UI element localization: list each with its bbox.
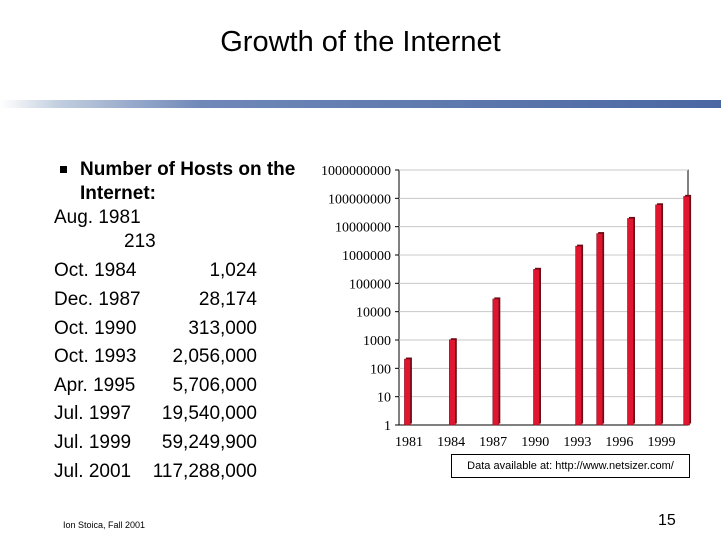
hosts-log-bar-chart: 1 10 100 1000 10000 100000 1000000 10000000 1000… [321, 164, 692, 450]
host-row-value: 1,024 [209, 260, 257, 281]
host-row-date: Jul. 1999 [54, 432, 132, 453]
host-row-date: Jul. 2001 [54, 461, 132, 482]
x-tick-label: 1990 [521, 435, 549, 450]
bar [492, 298, 500, 426]
host-row-date: Oct. 1984 [54, 260, 137, 281]
bar [683, 196, 690, 426]
host-row-date: Apr. 1995 [54, 375, 136, 396]
host-row-date: Aug. 1981 [54, 207, 141, 228]
host-row-value: 59,249,900 [161, 432, 257, 453]
bar [404, 358, 411, 426]
y-tick-label: 1000 [363, 334, 391, 349]
bar [596, 233, 603, 426]
host-row-date: Dec. 1987 [54, 289, 141, 310]
title-divider [0, 100, 721, 108]
bar [449, 339, 456, 426]
source-note: Data available at: http://www.netsizer.c… [451, 454, 690, 478]
host-row-date: Oct. 1993 [54, 346, 137, 367]
bar [575, 245, 582, 426]
y-tick-label: 1 [384, 419, 391, 434]
x-tick-label: 1999 [648, 435, 676, 450]
host-row-date: Oct. 1990 [54, 318, 137, 339]
host-row-value: 5,706,000 [172, 375, 257, 396]
y-tick-label: 10000000 [335, 221, 391, 236]
host-row-value: 19,540,000 [161, 403, 257, 424]
y-tick-label: 100 [370, 362, 391, 377]
host-row-value: 28,174 [198, 289, 257, 310]
host-row-value: 117,288,000 [152, 461, 257, 482]
host-row-date: Jul. 1997 [54, 403, 132, 424]
y-tick-label: 10 [377, 391, 391, 406]
page-number: 15 [658, 512, 676, 529]
hosts-heading: Number of Hosts on the Internet: [80, 159, 296, 204]
y-tick-label: 10000 [356, 306, 391, 321]
bar [533, 269, 540, 426]
host-row-value: 213 [124, 231, 156, 252]
bar [627, 218, 634, 426]
y-tick-label: 1000000 [342, 249, 391, 264]
x-tick-label: 1981 [395, 435, 423, 450]
host-row-value: 313,000 [188, 318, 257, 339]
slide-title: Growth of the Internet [220, 26, 501, 58]
x-tick-label: 1984 [437, 435, 465, 450]
footer-author: Ion Stoica, Fall 2001 [63, 520, 146, 530]
y-tick-label: 1000000000 [321, 164, 391, 179]
x-tick-label: 1987 [479, 435, 507, 450]
host-row-value: 2,056,000 [172, 346, 257, 367]
bullet-icon [60, 166, 67, 173]
y-tick-label: 100000000 [328, 192, 391, 207]
plot-frame [398, 169, 689, 426]
x-tick-label: 1993 [563, 435, 591, 450]
bar [655, 204, 662, 426]
y-tick-label: 100000 [349, 277, 391, 292]
x-tick-label: 1996 [605, 435, 633, 450]
